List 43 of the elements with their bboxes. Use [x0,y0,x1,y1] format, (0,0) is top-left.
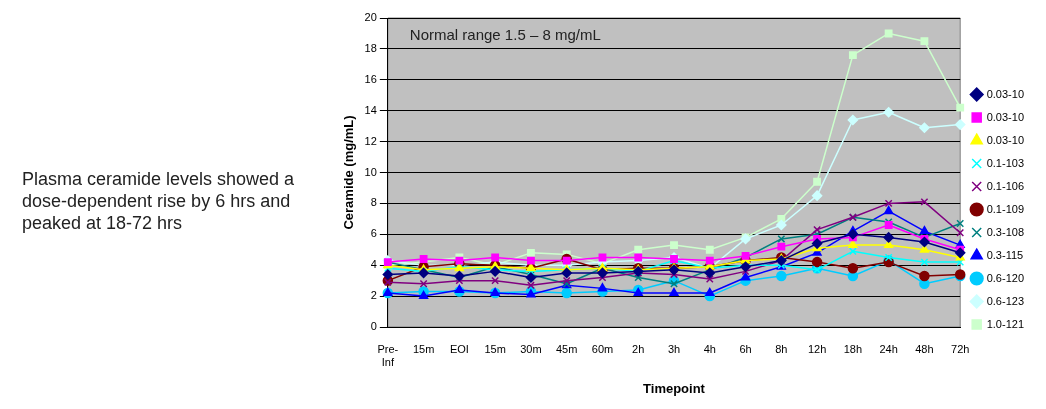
y-tick-label: 10 [364,165,377,178]
x-tick-label: 72h [951,342,970,355]
y-tick-label: 6 [370,227,377,240]
x-tick-label: 48h [915,342,934,355]
y-tick-label: 16 [364,72,377,85]
y-tick-label: 12 [364,134,377,147]
y-tick-label: 18 [364,41,377,54]
x-tick-label: 2h [632,342,645,355]
y-tick-label: 0 [370,320,377,333]
y-tick-label: 14 [364,103,377,116]
x-tick-label: 60m [591,342,614,355]
y-tick-label: 2 [370,289,377,302]
x-tick-label: 30m [520,342,542,355]
legend-label: 0.03-10 [986,87,1024,100]
legend-label: 1.0-121 [986,317,1024,330]
y-axis-title: Ceramide (mg/mL) [341,115,357,230]
legend-label: 0.6-123 [986,294,1024,307]
legend-label: 0.3-115 [986,248,1024,261]
x-tick-label: 24h [879,342,898,355]
x-tick-label: 3h [667,342,681,355]
legend-label: 0.6-120 [986,271,1024,284]
x-tick-label: 15m [484,342,506,355]
y-tick-label: 20 [364,11,377,24]
x-tick-label: 8h [775,342,788,355]
x-tick-label: 6h [739,342,752,355]
x-tick-label: Pre-Inf [377,342,399,368]
y-tick-label: 8 [370,196,377,209]
text: Plasma ceramide levels showed a dose-dependent rise by 6 hrs and peaked at 18-72 hrs [22,168,296,234]
legend-label: 0.1-106 [986,179,1024,192]
x-axis-title: Timepoint [643,380,706,396]
x-tick-label: 4h [703,342,716,355]
x-tick-label: 45m [555,342,578,355]
legend-label: 0.03-10 [986,133,1024,146]
x-tick-label: 12h [807,342,827,355]
x-tick-label: EOI [449,342,469,355]
legend-label: 0.1-109 [986,202,1024,215]
legend-label: 0.1-103 [986,156,1024,169]
legend-label: 0.03-10 [986,110,1024,123]
y-tick-label: 4 [370,258,377,271]
x-tick-label: 15m [412,342,435,355]
annotation: Normal range 1.5 – 8 mg/mL [409,26,601,44]
x-tick-label: 18h [843,342,863,355]
legend-label: 0.3-108 [986,225,1024,238]
